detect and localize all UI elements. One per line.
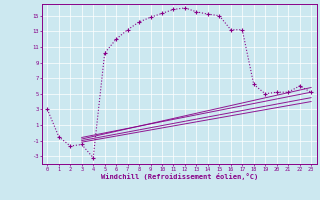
X-axis label: Windchill (Refroidissement éolien,°C): Windchill (Refroidissement éolien,°C) — [100, 173, 258, 180]
